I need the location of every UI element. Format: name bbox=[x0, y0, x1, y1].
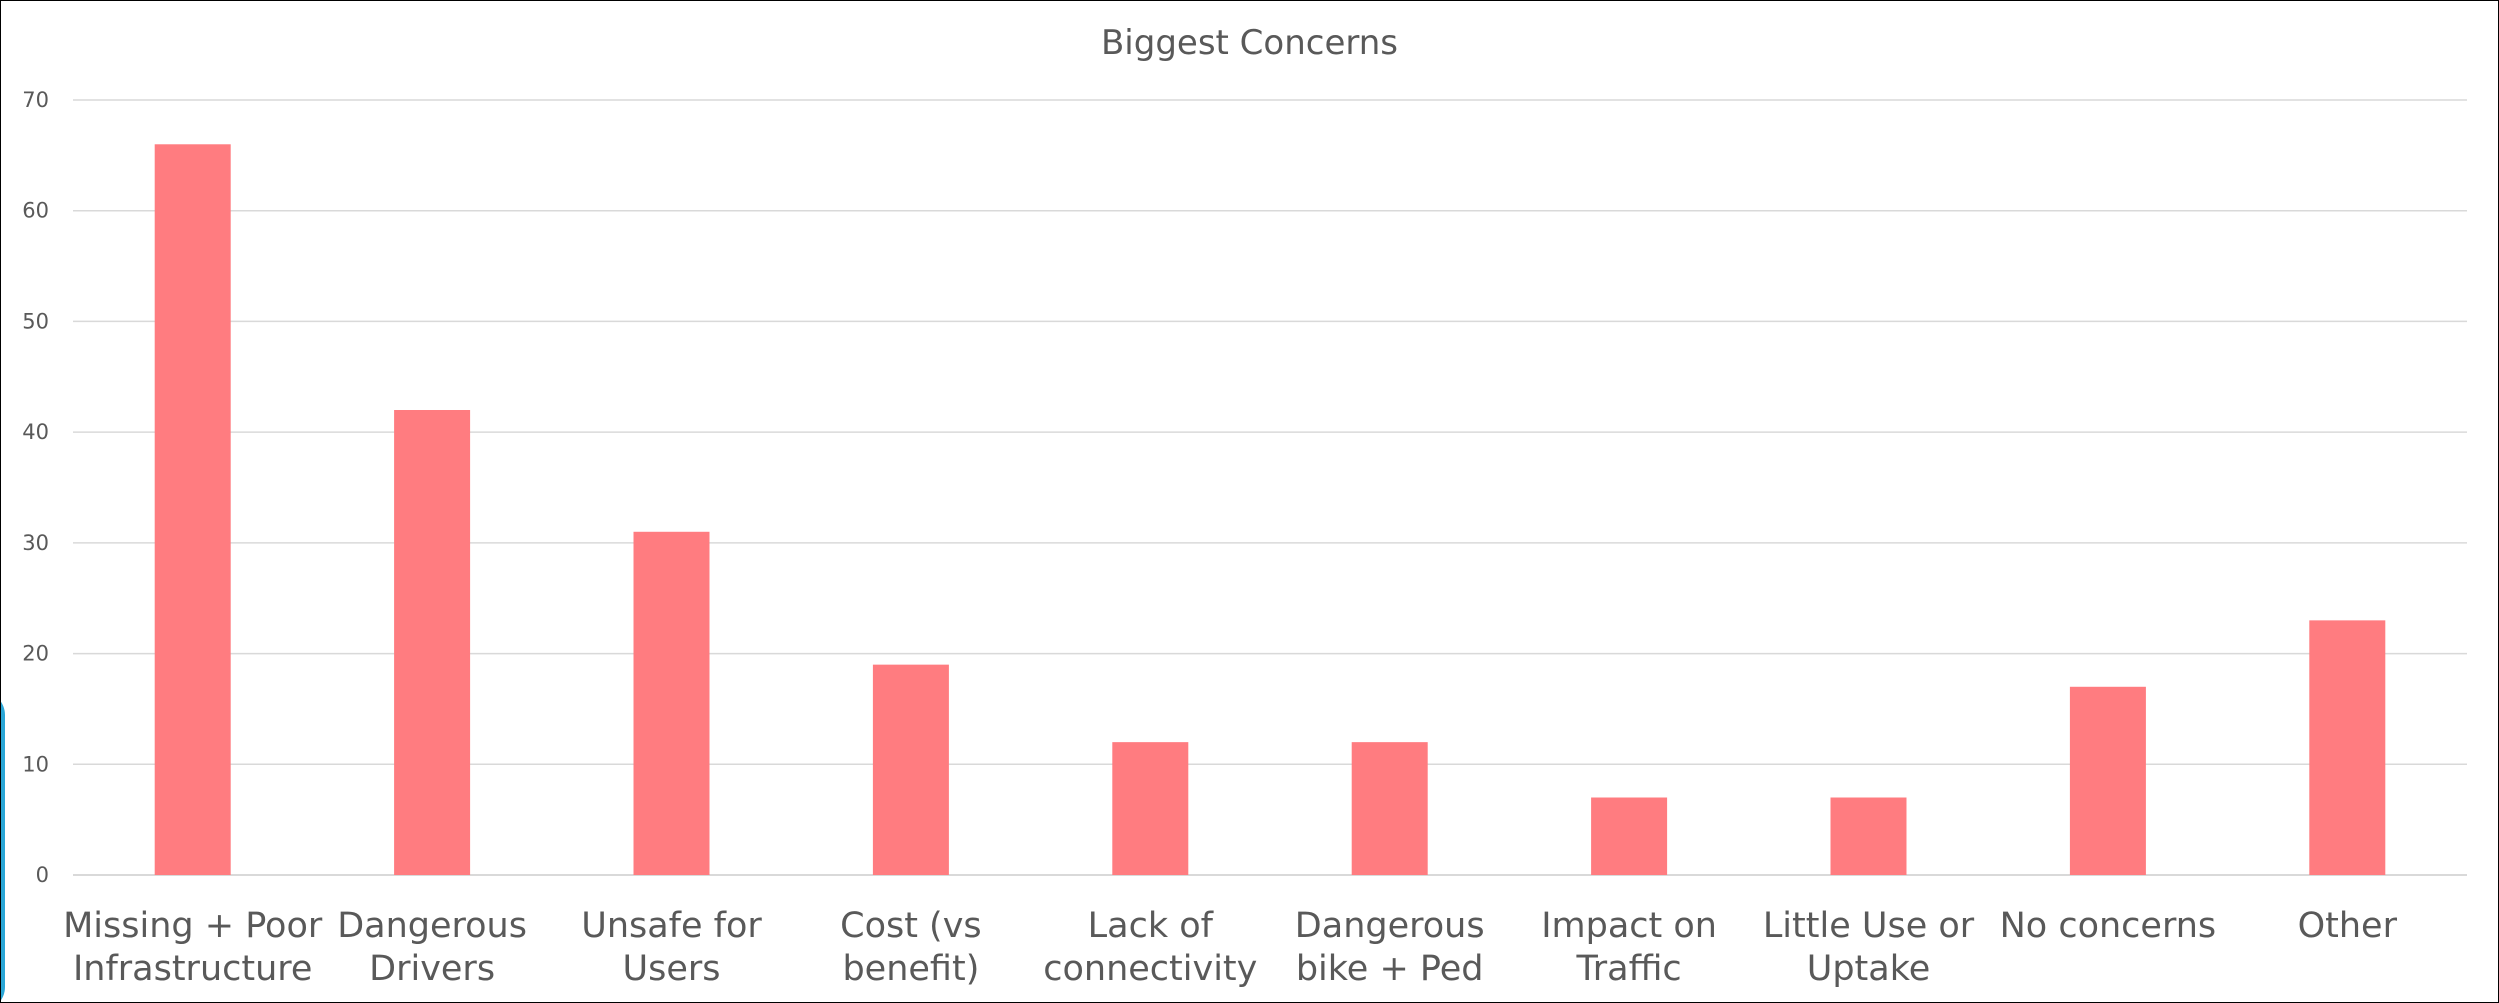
x-tick-label: Impact on bbox=[1541, 906, 1717, 946]
x-tick-label: Little Use or bbox=[1763, 906, 1975, 946]
x-tick-label: benefit) bbox=[842, 949, 979, 989]
bar bbox=[2069, 686, 2146, 875]
bar bbox=[633, 531, 710, 875]
bar bbox=[2309, 620, 2386, 875]
x-tick-label: Dangerous bbox=[1295, 906, 1485, 946]
y-tick-label: 20 bbox=[22, 642, 49, 666]
x-tick-label: Users bbox=[622, 949, 720, 989]
x-tick-label: Dangerous bbox=[337, 906, 527, 946]
x-tick-label: Infrastructure bbox=[73, 949, 313, 989]
bar bbox=[154, 144, 231, 876]
bar bbox=[1112, 742, 1189, 875]
x-tick-label: Traffic bbox=[1576, 949, 1682, 989]
x-tick-label: Cost (vs bbox=[840, 906, 982, 946]
y-tick-label: 30 bbox=[22, 531, 49, 555]
y-tick-label: 0 bbox=[36, 863, 49, 887]
bar bbox=[394, 410, 471, 875]
x-tick-label: Missing + Poor bbox=[63, 906, 323, 946]
x-tick-label: No concerns bbox=[2000, 906, 2217, 946]
y-tick-label: 70 bbox=[22, 88, 49, 112]
y-tick-label: 10 bbox=[22, 752, 49, 776]
y-tick-label: 60 bbox=[22, 199, 49, 223]
bar bbox=[1591, 797, 1668, 875]
x-tick-label: Lack of bbox=[1088, 906, 1214, 946]
bar bbox=[1830, 797, 1907, 875]
x-tick-label: connectivity bbox=[1043, 949, 1257, 989]
bar bbox=[1351, 742, 1428, 875]
x-tick-label: Other bbox=[2298, 906, 2398, 946]
chart-title: Biggest Concerns bbox=[1100, 23, 1399, 63]
x-tick-label: Unsafe for bbox=[581, 906, 762, 946]
x-tick-label: Drivers bbox=[369, 949, 495, 989]
y-tick-label: 50 bbox=[22, 309, 49, 333]
bar bbox=[872, 664, 949, 875]
x-tick-label: bike + Ped bbox=[1296, 949, 1484, 989]
slide-accent-shape bbox=[1, 691, 5, 1002]
x-tick-label: Uptake bbox=[1807, 949, 1931, 989]
y-tick-label: 40 bbox=[22, 420, 49, 444]
